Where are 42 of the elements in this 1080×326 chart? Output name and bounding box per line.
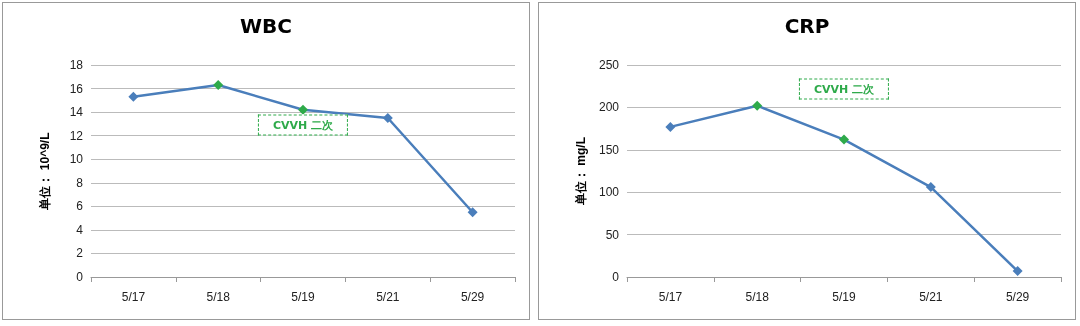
x-tick-label: 5/29 <box>460 290 485 304</box>
x-tick-label: 5/18 <box>206 290 231 304</box>
y-tick-label: 16 <box>69 81 84 96</box>
x-tick-label: 5/17 <box>658 290 683 304</box>
y-tick-label: 8 <box>76 175 84 190</box>
x-tick-label: 5/19 <box>291 290 315 304</box>
x-tick-label: 5/18 <box>745 290 770 304</box>
x-tick-label: 5/29 <box>1005 290 1030 304</box>
point <box>839 134 849 145</box>
y-tick-label: 14 <box>69 105 84 120</box>
chart-title: CRP <box>784 14 830 38</box>
y-tick-label: 4 <box>76 222 84 237</box>
note-box: CVVH 二次 <box>257 114 349 136</box>
y-tick-label: 0 <box>76 270 84 284</box>
x-tick-label: 5/17 <box>121 290 146 304</box>
y-tick-label: 10 <box>69 152 84 167</box>
y-tick-label: 12 <box>69 128 84 143</box>
point <box>925 182 936 193</box>
point <box>298 104 308 115</box>
note-box: CVVH 二次 <box>798 78 890 100</box>
y-tick-label: 250 <box>598 58 620 72</box>
y-tick-label: 0 <box>612 270 620 284</box>
y-tick-label: 6 <box>76 199 84 214</box>
point <box>213 80 224 91</box>
y-tick-label: 200 <box>598 100 620 115</box>
x-tick-label: 5/19 <box>832 290 856 304</box>
point <box>128 91 139 102</box>
y-tick-label: 50 <box>605 227 620 242</box>
x-tick-label: 5/21 <box>376 290 400 304</box>
point <box>665 121 676 132</box>
point <box>382 113 393 123</box>
y-tick-label: 150 <box>598 142 620 157</box>
point <box>752 100 763 111</box>
x-tick-label: 5/21 <box>919 290 943 304</box>
y-tick-label: 100 <box>598 185 620 200</box>
chart-title: WBC <box>240 14 292 38</box>
y-axis-title: 单位： 10^9/L <box>38 132 52 211</box>
y-tick-label: 18 <box>69 58 84 72</box>
point <box>1012 266 1023 277</box>
y-axis-title: 单位： mg/L <box>574 137 588 206</box>
y-tick-label: 2 <box>76 246 84 261</box>
point <box>467 207 478 218</box>
